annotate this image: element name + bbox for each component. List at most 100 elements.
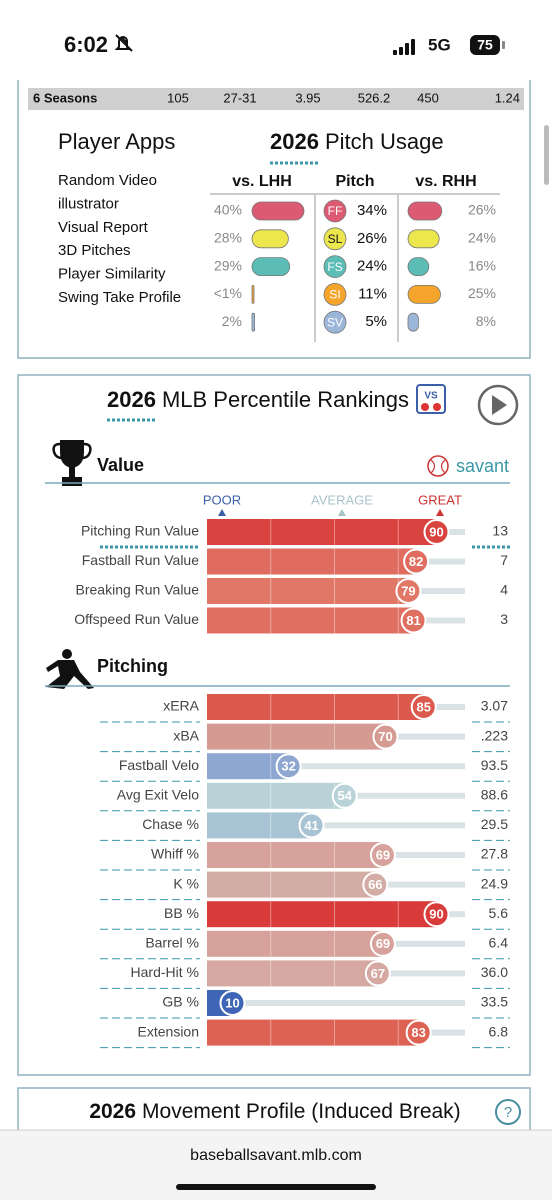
metric-label: Hard-Hit % (131, 964, 199, 980)
metric-value: 3.07 (481, 698, 508, 714)
percentile-badge (275, 753, 302, 780)
movement-title: 2026 Movement Profile (Induced Break) (89, 1100, 460, 1123)
pitch-code: SI (329, 288, 340, 302)
percentile-bar (207, 901, 437, 928)
seasons-cell: 1.24 (495, 90, 520, 105)
rhh-pct: 16% (468, 257, 496, 273)
metric-label: Whiff % (151, 846, 199, 862)
metric-label: xBA (173, 727, 199, 743)
percentile-number: 10 (225, 995, 239, 1010)
metric-label: Fastball Run Value (82, 552, 199, 568)
metric-label: GB % (162, 994, 199, 1010)
metric-label: Barrel % (145, 935, 199, 951)
metric-value: 5.6 (489, 905, 509, 921)
section-title: Pitching (97, 656, 168, 676)
rankings-year: 2026 (107, 387, 156, 412)
vs-icon[interactable] (416, 384, 446, 414)
percentile-bar (207, 607, 414, 634)
pitch-code: FF (328, 204, 343, 218)
scale-marker (338, 509, 346, 516)
percentile-number: 41 (304, 818, 318, 833)
percentile-bar (207, 1019, 419, 1046)
rhh-pct: 24% (468, 230, 496, 246)
percentile-bar (207, 782, 345, 809)
usage-pill (251, 312, 255, 332)
metric-label: Pitching Run Value (81, 523, 199, 539)
percentile-number: 32 (281, 759, 295, 774)
percentile-bar (207, 930, 383, 957)
percentile-number: 69 (376, 847, 390, 862)
apps-title: Player Apps (58, 129, 175, 154)
bar-track (207, 763, 465, 770)
app-link[interactable]: Player Similarity (58, 266, 166, 283)
scrollbar (544, 125, 549, 185)
percentile-badge (219, 990, 246, 1016)
seasons-cell: 526.2 (358, 90, 391, 105)
percentile-badge (369, 930, 396, 957)
percentile-bar (207, 723, 386, 750)
vs-icon-ball (433, 403, 441, 411)
percentile-badge (372, 723, 399, 750)
url[interactable]: baseballsavant.mlb.com (190, 1147, 362, 1164)
movement-year: 2026 (89, 1100, 136, 1123)
percentile-card (17, 374, 531, 1076)
usage-pill (407, 284, 441, 304)
help-icon: ? (504, 1104, 512, 1121)
network: 5G (428, 35, 451, 54)
section-title: Value (97, 455, 144, 475)
battery-level: 75 (477, 37, 493, 53)
scale-label: GREAT (418, 492, 462, 507)
metric-value: 3 (500, 611, 508, 627)
metric-value: 6.4 (489, 935, 509, 951)
usage-pill (251, 284, 255, 304)
metric-label: Breaking Run Value (76, 582, 200, 598)
percentile-badge (423, 901, 450, 928)
percentile-number: 81 (406, 613, 420, 628)
brand: savant (456, 456, 509, 476)
app-link[interactable]: illustrator (58, 195, 119, 212)
trophy-icon (52, 440, 92, 486)
usage-header: vs. LHH (232, 173, 292, 190)
percentile-badge (405, 1019, 432, 1046)
lhh-pct: <1% (214, 285, 242, 301)
app-link[interactable]: Random Video (58, 172, 157, 189)
app-link[interactable]: 3D Pitches (58, 242, 131, 259)
percentile-number: 83 (411, 1025, 425, 1040)
percentile-badge (403, 548, 430, 575)
metric-value: .223 (481, 727, 508, 743)
percentile-number: 67 (371, 966, 385, 981)
metric-label: K % (173, 875, 199, 891)
pitch-badge (323, 310, 347, 334)
percentile-number: 79 (401, 583, 415, 598)
metric-value: 4 (500, 582, 508, 598)
pitch-badge (323, 255, 347, 279)
percentile-badge (400, 607, 427, 634)
pitch-badge (323, 199, 347, 223)
seasons-cell: 105 (167, 90, 189, 105)
percentile-badge (362, 871, 389, 898)
app-link[interactable]: Swing Take Profile (58, 289, 181, 306)
usage-pill (251, 257, 291, 277)
lhh-pct: 2% (222, 313, 242, 329)
metric-value: 33.5 (481, 994, 508, 1010)
metric-value: 7 (500, 552, 508, 568)
app-link[interactable]: Visual Report (58, 219, 149, 236)
movement-title-text: Movement Profile (Induced Break) (142, 1100, 461, 1123)
percentile-number: 66 (368, 877, 382, 892)
metric-label: Avg Exit Velo (117, 787, 199, 803)
percentile-number: 54 (337, 788, 352, 803)
play-icon (492, 395, 507, 415)
percentile-badge (298, 812, 325, 839)
usage-pill (251, 229, 289, 249)
status-bar (0, 0, 552, 80)
metric-label: Fastball Velo (119, 757, 199, 773)
usage-header: vs. RHH (415, 173, 476, 190)
help-button[interactable] (495, 1099, 521, 1125)
metric-label: BB % (164, 905, 199, 921)
lhh-pct: 40% (214, 202, 242, 218)
usage-title: 2026 Pitch Usage (270, 129, 444, 154)
battery-cap (502, 41, 505, 49)
metric-value: 36.0 (481, 964, 508, 980)
silent-icon (114, 34, 133, 52)
vs-icon-ball (421, 403, 429, 411)
